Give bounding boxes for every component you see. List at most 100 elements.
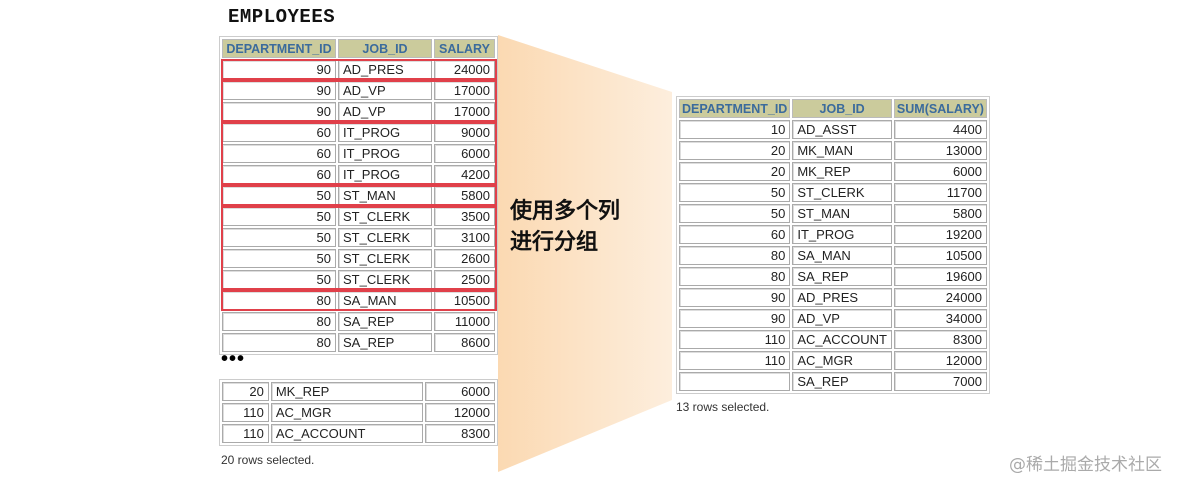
salary-cell: 6000 <box>424 382 495 401</box>
job-id-cell: ST_MAN <box>792 204 892 223</box>
col-header: JOB_ID <box>792 99 892 118</box>
salary-cell: 24000 <box>893 288 987 307</box>
department-id-cell: 110 <box>222 403 269 422</box>
job-id-cell: SA_REP <box>338 312 432 331</box>
group-highlight-box <box>221 185 497 206</box>
salary-cell: 34000 <box>893 309 987 328</box>
department-id-cell: 80 <box>222 333 336 352</box>
table-row: 90 AD_PRES 24000 <box>679 288 987 307</box>
salary-cell: 6000 <box>434 144 495 163</box>
table-row: 80 SA_REP 19600 <box>679 267 987 286</box>
salary-cell: 5800 <box>893 204 987 223</box>
department-id-cell: 20 <box>222 382 269 401</box>
table-row: 50 ST_CLERK 2600 <box>222 249 495 268</box>
group-highlight-box <box>221 290 497 311</box>
col-header: SALARY <box>434 39 495 58</box>
table-row: 10 AD_ASST 4400 <box>679 120 987 139</box>
job-id-cell: SA_MAN <box>792 246 892 265</box>
table-row: 110 AC_MGR 12000 <box>222 403 495 422</box>
col-header: DEPARTMENT_ID <box>222 39 336 58</box>
salary-cell: 8300 <box>424 424 495 443</box>
salary-cell: 19200 <box>893 225 987 244</box>
col-header: DEPARTMENT_ID <box>679 99 791 118</box>
department-id-cell: 80 <box>679 267 791 286</box>
job-id-cell: SA_REP <box>792 372 892 391</box>
department-id-cell: 50 <box>679 204 791 223</box>
job-id-cell: SA_REP <box>792 267 892 286</box>
salary-cell: 12000 <box>424 403 495 422</box>
department-id-cell <box>679 372 791 391</box>
department-id-cell: 10 <box>679 120 791 139</box>
department-id-cell: 60 <box>679 225 791 244</box>
salary-cell: 8600 <box>434 333 495 352</box>
table-row: 80 SA_REP 11000 <box>222 312 495 331</box>
job-id-cell: ST_CLERK <box>792 183 892 202</box>
table-row: 110 AC_ACCOUNT 8300 <box>222 424 495 443</box>
group-highlight-box <box>221 80 497 122</box>
table-row: 20 MK_REP 6000 <box>222 382 495 401</box>
table-row: 80 SA_MAN 10500 <box>679 246 987 265</box>
table-row: 60 IT_PROG 9000 <box>222 123 495 142</box>
job-id-cell: AC_ACCOUNT <box>792 330 892 349</box>
table-row: 20 MK_REP 6000 <box>679 162 987 181</box>
group-highlight-box <box>221 206 497 290</box>
job-id-cell: MK_MAN <box>792 141 892 160</box>
salary-cell: 2600 <box>434 249 495 268</box>
job-id-cell: ST_CLERK <box>338 249 432 268</box>
job-id-cell: AD_VP <box>792 309 892 328</box>
salary-cell: 8300 <box>893 330 987 349</box>
department-id-cell: 110 <box>222 424 269 443</box>
table-row: 90 AD_VP 34000 <box>679 309 987 328</box>
ellipsis: ••• <box>221 348 246 370</box>
job-id-cell: IT_PROG <box>792 225 892 244</box>
job-id-cell: AC_ACCOUNT <box>270 424 423 443</box>
col-header: JOB_ID <box>338 39 432 58</box>
job-id-cell: AC_MGR <box>792 351 892 370</box>
table-row: 50 ST_MAN 5800 <box>679 204 987 223</box>
table-row: 110 AC_ACCOUNT 8300 <box>679 330 987 349</box>
caption: 使用多个列 进行分组 <box>510 196 620 258</box>
table-title: EMPLOYEES <box>228 6 336 28</box>
department-id-cell: 80 <box>222 312 336 331</box>
job-id-cell: AC_MGR <box>270 403 423 422</box>
department-id-cell: 50 <box>679 183 791 202</box>
job-id-cell: SA_REP <box>338 333 432 352</box>
department-id-cell: 20 <box>679 141 791 160</box>
table-row: 60 IT_PROG 6000 <box>222 144 495 163</box>
left-rows-selected: 20 rows selected. <box>221 453 315 467</box>
job-id-cell: ST_CLERK <box>338 228 432 247</box>
caption-line: 使用多个列 <box>510 199 621 224</box>
salary-cell: 13000 <box>893 141 987 160</box>
department-id-cell: 110 <box>679 330 791 349</box>
salary-cell: 11700 <box>893 183 987 202</box>
grouped-result-table: DEPARTMENT_ID JOB_ID SUM(SALARY) 10 AD_ASST… <box>676 96 990 394</box>
salary-cell: 3100 <box>434 228 495 247</box>
salary-cell: 12000 <box>893 351 987 370</box>
job-id-cell: AD_PRES <box>792 288 892 307</box>
salary-cell: 19600 <box>893 267 987 286</box>
group-highlight-box <box>221 122 497 185</box>
department-id-cell: 90 <box>679 288 791 307</box>
caption-line: 进行分组 <box>510 230 599 255</box>
table-row: 110 AC_MGR 12000 <box>679 351 987 370</box>
department-id-cell: 90 <box>679 309 791 328</box>
salary-cell: 4400 <box>893 120 987 139</box>
table-row: 50 ST_CLERK 11700 <box>679 183 987 202</box>
table-row: 50 ST_CLERK 3100 <box>222 228 495 247</box>
job-id-cell: MK_REP <box>792 162 892 181</box>
table-row: 60 IT_PROG 19200 <box>679 225 987 244</box>
salary-cell: 11000 <box>434 312 495 331</box>
job-id-cell: IT_PROG <box>338 144 432 163</box>
employees-table-tail: 20 MK_REP 6000 110 AC_MGR 12000 110 AC_ACCOUNT 8… <box>219 379 498 446</box>
salary-cell: 7000 <box>893 372 987 391</box>
salary-cell: 10500 <box>893 246 987 265</box>
department-id-cell: 80 <box>679 246 791 265</box>
department-id-cell: 20 <box>679 162 791 181</box>
table-row: 20 MK_MAN 13000 <box>679 141 987 160</box>
salary-cell: 6000 <box>893 162 987 181</box>
watermark: @稀土掘金技术社区 <box>1009 455 1162 475</box>
department-id-cell: 110 <box>679 351 791 370</box>
group-highlight-box <box>221 59 497 80</box>
table-row: SA_REP 7000 <box>679 372 987 391</box>
